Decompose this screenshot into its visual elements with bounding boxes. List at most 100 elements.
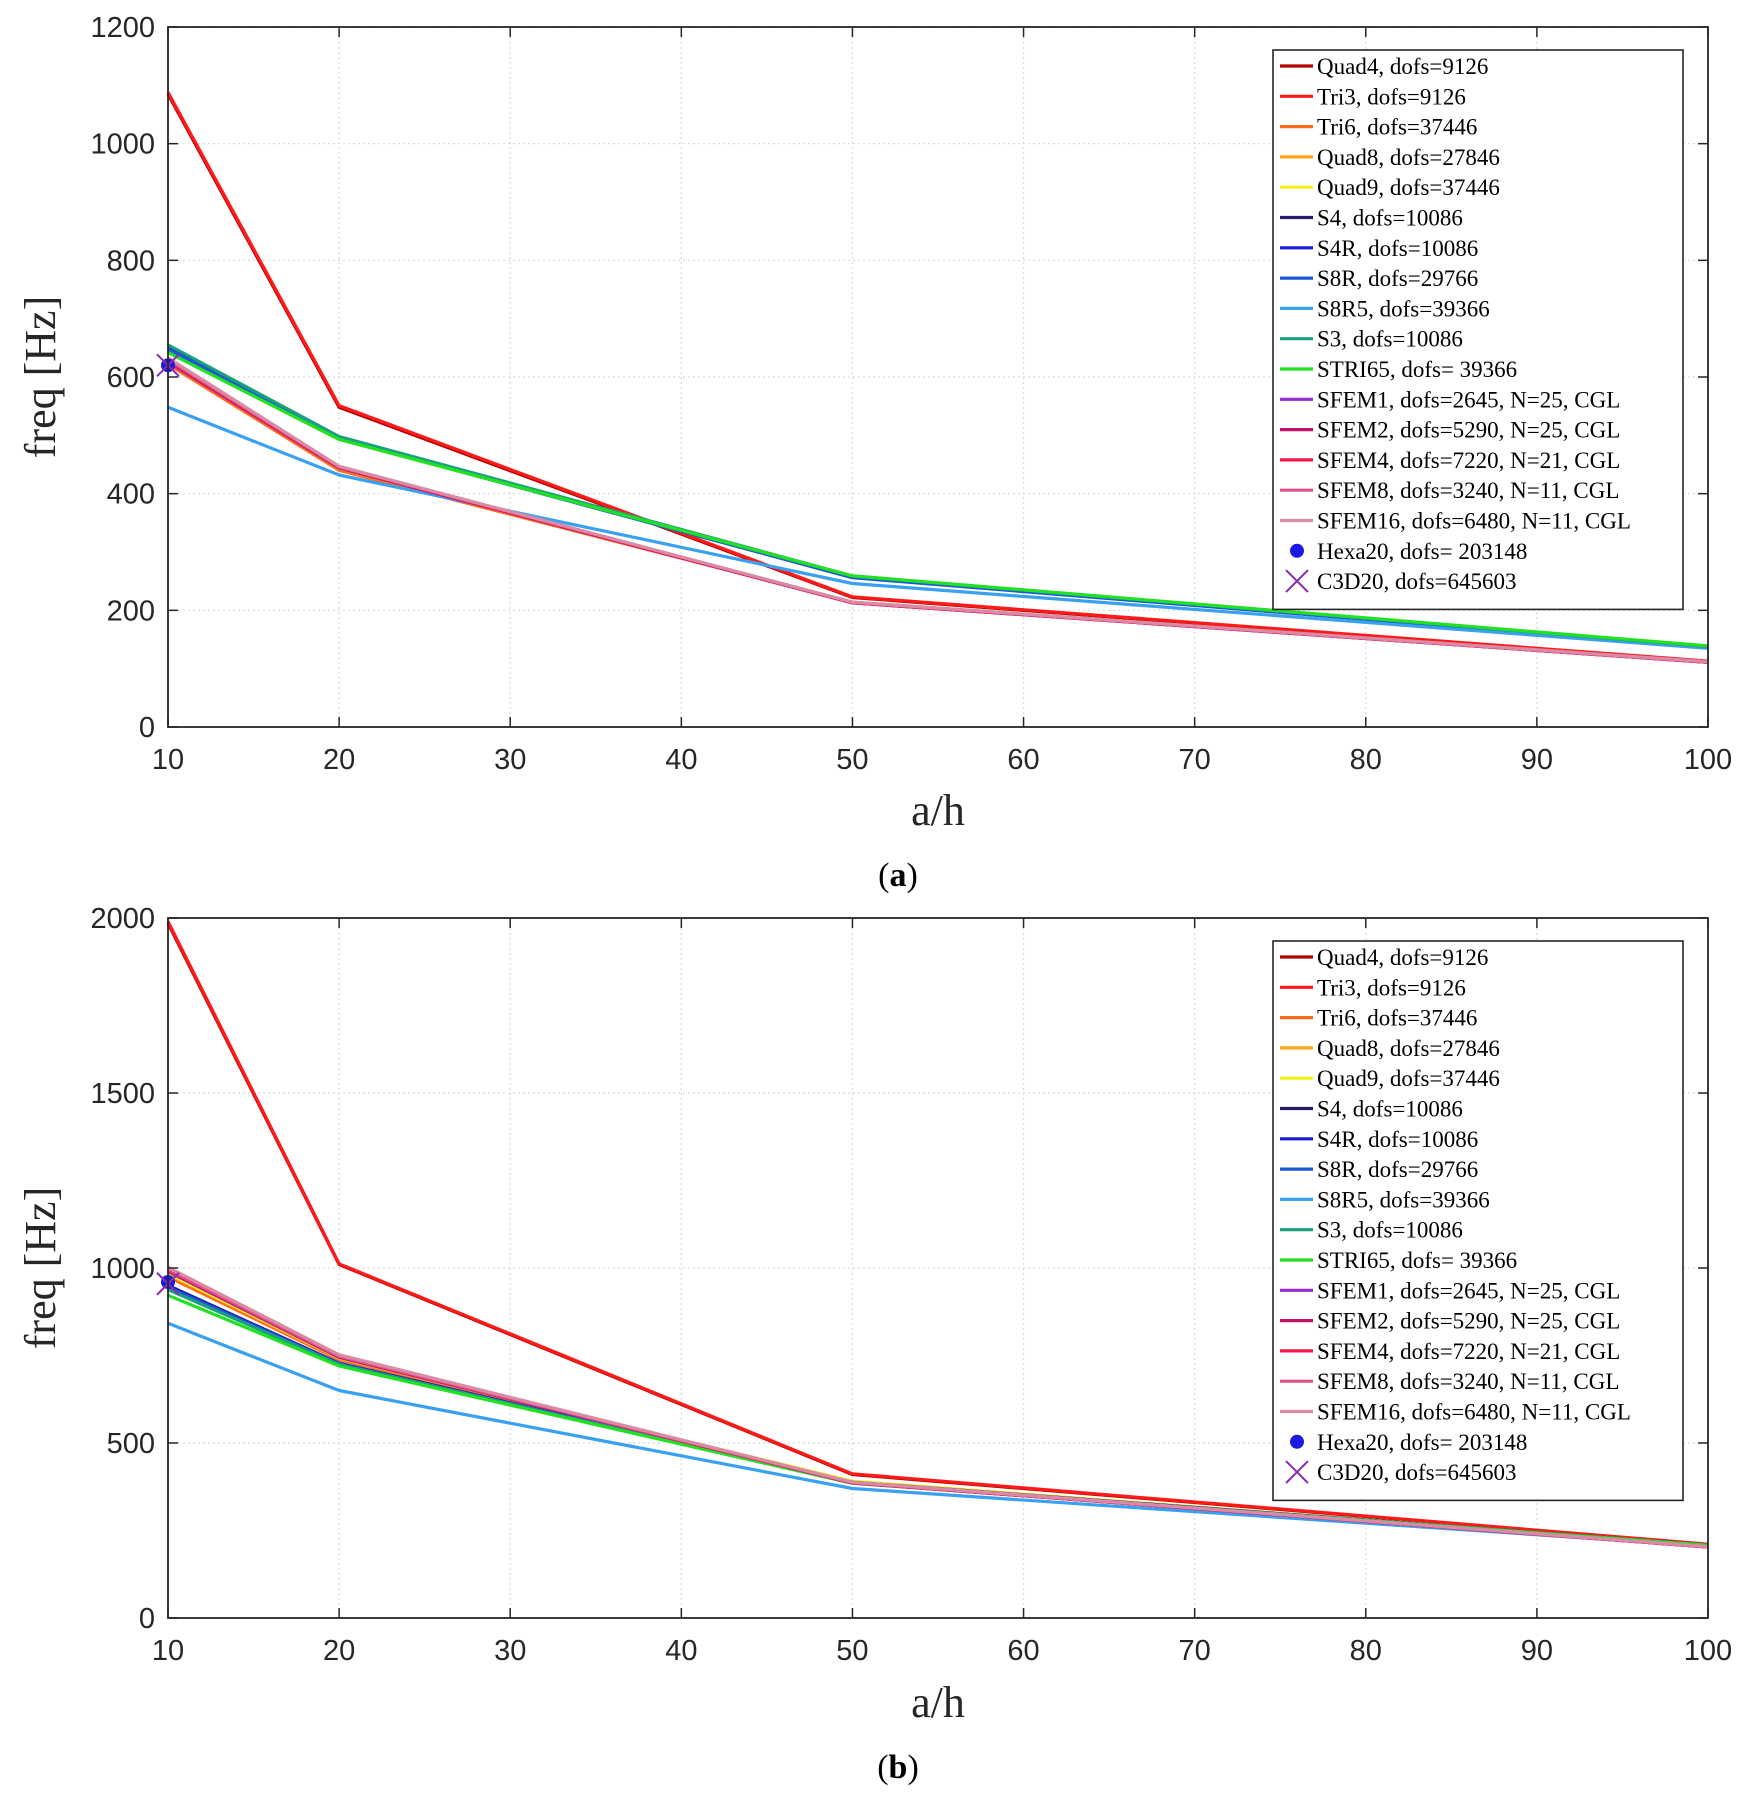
legend-item: C3D20, dofs=645603 [1285,569,1517,594]
legend-item: Tri6, dofs=37446 [1280,115,1477,140]
x-tick-label: 50 [836,744,868,776]
legend-item: S4, dofs=10086 [1280,1097,1463,1122]
x-tick-label: 100 [1684,1635,1732,1667]
x-tick-label: 60 [1007,1635,1039,1667]
y-axis-label: freq [Hz] [16,296,65,458]
legend-label: SFEM4, dofs=7220, N=21, CGL [1317,1339,1620,1364]
legend-label: Quad8, dofs=27846 [1317,145,1500,170]
legend-item: Hexa20, dofs= 203148 [1290,539,1527,564]
x-tick-label: 30 [494,1635,526,1667]
x-tick-label: 20 [323,744,355,776]
legend-label: Quad8, dofs=27846 [1317,1036,1500,1061]
legend-box [1272,49,1684,611]
legend-label: SFEM8, dofs=3240, N=11, CGL [1317,1369,1619,1394]
x-tick-label: 90 [1521,1635,1553,1667]
legend: Quad4, dofs=9126 Tri3, dofs=9126 Tri6, dof… [1272,49,1684,611]
y-tick-label: 500 [107,1428,155,1460]
x-tick-label: 90 [1521,744,1553,776]
y-tick-label: 400 [107,479,155,511]
legend-label: Quad4, dofs=9126 [1317,54,1488,79]
legend-item: SFEM1, dofs=2645, N=25, CGL [1280,387,1620,412]
x-tick-label: 80 [1350,744,1382,776]
legend-item: S8R5, dofs=39366 [1280,1187,1490,1212]
legend-label: S4, dofs=10086 [1317,206,1463,231]
legend-item: S8R5, dofs=39366 [1280,296,1490,321]
legend-item: Quad4, dofs=9126 [1280,54,1488,79]
y-tick-label: 2000 [90,903,155,935]
legend-item: SFEM8, dofs=3240, N=11, CGL [1280,1369,1619,1394]
x-tick-label: 20 [323,1635,355,1667]
legend-label: Quad9, dofs=37446 [1317,1066,1500,1091]
series-line-tri3-dofs-9126 [166,920,1709,1546]
legend-label: STRI65, dofs= 39366 [1317,357,1517,382]
legend-item: Hexa20, dofs= 203148 [1290,1430,1527,1455]
legend-label: SFEM1, dofs=2645, N=25, CGL [1317,387,1620,412]
legend-item: SFEM2, dofs=5290, N=25, CGL [1280,418,1620,443]
legend-swatch [1290,543,1304,558]
series-line-stri65-dofs-39366 [167,351,1709,648]
y-tick-label: 1500 [90,1078,155,1110]
legend-label: Tri3, dofs=9126 [1317,975,1466,1000]
series-line-sfem16-dofs-6480-n-11-cgl [167,1265,1709,1549]
series-group [156,91,1709,664]
legend-label: SFEM8, dofs=3240, N=11, CGL [1317,478,1619,503]
x-tick-label: 10 [152,744,184,776]
legend-label: S8R, dofs=29766 [1317,1157,1478,1182]
x-axis-label: a/h [911,786,965,835]
legend-item: SFEM2, dofs=5290, N=25, CGL [1280,1309,1620,1334]
legend-label: C3D20, dofs=645603 [1317,569,1517,594]
x-tick-label: 60 [1007,744,1039,776]
legend-label: SFEM16, dofs=6480, N=11, CGL [1317,509,1631,534]
x-tick-label: 40 [665,744,697,776]
legend-label: Hexa20, dofs= 203148 [1317,539,1527,564]
x-tick-label: 40 [665,1635,697,1667]
panel-caption: (a) [878,857,918,894]
y-tick-label: 1000 [90,129,155,161]
y-axis-label: freq [Hz] [16,1187,65,1349]
legend-item: SFEM4, dofs=7220, N=21, CGL [1280,448,1620,473]
legend-label: Hexa20, dofs= 203148 [1317,1430,1527,1455]
x-tick-label: 10 [152,1635,184,1667]
legend-swatch [1285,569,1309,593]
legend-label: SFEM2, dofs=5290, N=25, CGL [1317,418,1620,443]
y-tick-label: 600 [107,362,155,394]
x-tick-label: 70 [1179,1635,1211,1667]
legend-label: S3, dofs=10086 [1317,327,1463,352]
legend-item: SFEM8, dofs=3240, N=11, CGL [1280,478,1619,503]
legend-item: Tri3, dofs=9126 [1280,975,1466,1000]
legend-label: Quad4, dofs=9126 [1317,945,1488,970]
chart-panel-b: 10 20 30 40 50 60 70 80 90 1000500100015002000a/h… [16,903,1732,1786]
legend-label: S3, dofs=10086 [1317,1218,1463,1243]
legend-item: STRI65, dofs= 39366 [1280,1248,1517,1273]
legend-label: S8R5, dofs=39366 [1317,1187,1490,1212]
panel-caption-letter: b [889,1749,908,1786]
y-tick-label: 0 [139,1603,155,1635]
x-tick-label: 50 [836,1635,868,1667]
legend-item: S4, dofs=10086 [1280,206,1463,231]
legend-label: S4, dofs=10086 [1317,1097,1463,1122]
legend-label: SFEM16, dofs=6480, N=11, CGL [1317,1400,1631,1425]
legend-item: SFEM4, dofs=7220, N=21, CGL [1280,1339,1620,1364]
x-tick-label: 80 [1350,1635,1382,1667]
legend-item: Tri3, dofs=9126 [1280,84,1466,109]
legend-item: Quad9, dofs=37446 [1280,1066,1500,1091]
y-tick-label: 200 [107,595,155,627]
series-group [156,920,1709,1549]
panel-caption: (b) [877,1749,919,1786]
legend: Quad4, dofs=9126 Tri3, dofs=9126 Tri6, dof… [1272,940,1684,1502]
y-tick-label: 800 [107,245,155,277]
series-line-sfem16-dofs-6480-n-11-cgl [167,356,1709,664]
legend-item: S8R, dofs=29766 [1280,266,1478,291]
legend-label: Tri3, dofs=9126 [1317,84,1466,109]
legend-label: S4R, dofs=10086 [1317,236,1478,261]
legend-label: STRI65, dofs= 39366 [1317,1248,1517,1273]
legend-box [1272,940,1684,1502]
legend-item: Quad8, dofs=27846 [1280,1036,1500,1061]
legend-item: STRI65, dofs= 39366 [1280,357,1517,382]
legend-item: SFEM1, dofs=2645, N=25, CGL [1280,1278,1620,1303]
y-tick-label: 1200 [90,12,155,44]
series-line-s8r5-dofs-39366 [167,405,1709,650]
legend-item: S8R, dofs=29766 [1280,1157,1478,1182]
legend-item: S3, dofs=10086 [1280,327,1463,352]
